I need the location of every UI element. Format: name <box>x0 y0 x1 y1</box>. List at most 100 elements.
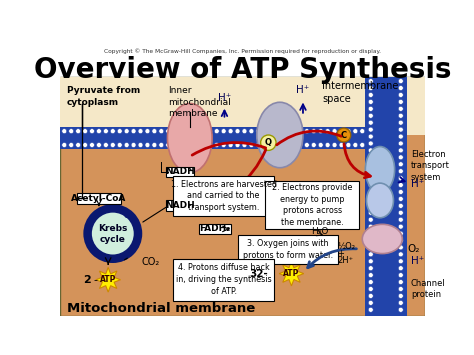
Circle shape <box>368 252 373 257</box>
Circle shape <box>398 300 403 305</box>
FancyBboxPatch shape <box>238 235 337 264</box>
Circle shape <box>97 129 101 133</box>
Circle shape <box>152 143 157 147</box>
Circle shape <box>368 120 373 125</box>
Text: 32-: 32- <box>250 269 268 279</box>
Circle shape <box>242 129 247 133</box>
Circle shape <box>159 143 164 147</box>
Circle shape <box>360 143 365 147</box>
Circle shape <box>82 143 88 147</box>
Circle shape <box>368 286 373 291</box>
Circle shape <box>368 106 373 111</box>
Circle shape <box>318 129 323 133</box>
Circle shape <box>368 155 373 160</box>
Circle shape <box>117 129 122 133</box>
Circle shape <box>368 134 373 139</box>
Circle shape <box>398 238 403 243</box>
Circle shape <box>173 143 178 147</box>
Circle shape <box>103 129 109 133</box>
Text: H⁺: H⁺ <box>218 93 231 103</box>
Text: NADH: NADH <box>165 201 195 211</box>
Circle shape <box>318 143 323 147</box>
Circle shape <box>398 294 403 299</box>
Text: CO₂: CO₂ <box>141 257 160 267</box>
Circle shape <box>69 129 73 133</box>
Circle shape <box>398 259 403 264</box>
Circle shape <box>398 231 403 236</box>
Circle shape <box>398 273 403 278</box>
FancyBboxPatch shape <box>199 224 231 234</box>
Ellipse shape <box>167 103 212 173</box>
Circle shape <box>398 176 403 181</box>
Circle shape <box>368 162 373 167</box>
Circle shape <box>76 143 81 147</box>
Circle shape <box>398 148 403 153</box>
Text: H⁺: H⁺ <box>411 256 424 266</box>
Circle shape <box>221 143 226 147</box>
Circle shape <box>398 120 403 125</box>
Circle shape <box>207 129 212 133</box>
Circle shape <box>214 129 219 133</box>
Ellipse shape <box>365 147 395 193</box>
Circle shape <box>368 224 373 229</box>
Circle shape <box>398 182 403 187</box>
FancyBboxPatch shape <box>173 176 274 216</box>
Circle shape <box>207 143 212 147</box>
Circle shape <box>368 210 373 215</box>
Circle shape <box>346 143 351 147</box>
Circle shape <box>368 148 373 153</box>
Circle shape <box>249 129 254 133</box>
Circle shape <box>228 143 233 147</box>
Circle shape <box>193 129 199 133</box>
Circle shape <box>339 129 344 133</box>
Circle shape <box>103 143 109 147</box>
Circle shape <box>398 203 403 208</box>
Circle shape <box>368 266 373 271</box>
Circle shape <box>159 129 164 133</box>
Text: 2. Electrons provide
energy to pump
protons across
the membrane.: 2. Electrons provide energy to pump prot… <box>272 183 352 227</box>
Circle shape <box>131 129 136 133</box>
Text: O₂: O₂ <box>407 244 419 254</box>
Circle shape <box>201 143 205 147</box>
Circle shape <box>166 143 171 147</box>
Text: C: C <box>341 131 347 140</box>
Circle shape <box>398 99 403 104</box>
Circle shape <box>304 129 310 133</box>
Text: 1. Electrons are harvested
and carried to the
transport system.: 1. Electrons are harvested and carried t… <box>171 180 277 212</box>
Circle shape <box>242 143 247 147</box>
Circle shape <box>398 86 403 91</box>
Circle shape <box>173 129 178 133</box>
Bar <box>61 127 365 149</box>
FancyBboxPatch shape <box>166 166 194 178</box>
Circle shape <box>124 143 129 147</box>
Circle shape <box>398 245 403 250</box>
Text: 2H⁺: 2H⁺ <box>337 256 354 265</box>
Circle shape <box>180 129 184 133</box>
Circle shape <box>249 143 254 147</box>
FancyBboxPatch shape <box>166 201 194 211</box>
Circle shape <box>85 206 140 261</box>
Circle shape <box>256 143 261 147</box>
Circle shape <box>82 129 88 133</box>
Circle shape <box>398 217 403 222</box>
FancyBboxPatch shape <box>173 259 274 301</box>
Circle shape <box>368 127 373 132</box>
Text: 2: 2 <box>83 275 91 285</box>
Circle shape <box>398 196 403 201</box>
Circle shape <box>398 113 403 118</box>
Circle shape <box>398 106 403 111</box>
Text: Inner
mitochondrial
membrane: Inner mitochondrial membrane <box>168 87 231 118</box>
Circle shape <box>368 300 373 305</box>
FancyBboxPatch shape <box>77 193 121 204</box>
Circle shape <box>398 141 403 146</box>
Circle shape <box>124 129 129 133</box>
Circle shape <box>180 143 184 147</box>
Circle shape <box>360 129 365 133</box>
Circle shape <box>311 143 316 147</box>
Text: +: + <box>337 249 345 258</box>
Circle shape <box>91 211 135 256</box>
Circle shape <box>368 196 373 201</box>
Circle shape <box>368 259 373 264</box>
Circle shape <box>110 129 115 133</box>
Circle shape <box>283 129 289 133</box>
